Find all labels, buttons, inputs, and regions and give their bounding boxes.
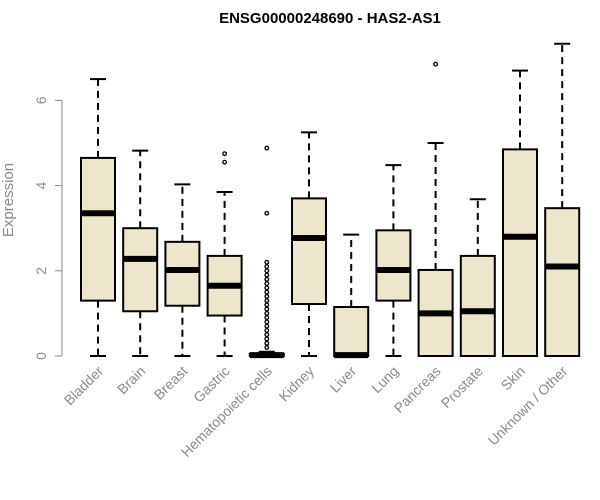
x-tick-label: Prostate xyxy=(438,363,486,411)
box-bladder xyxy=(80,78,116,357)
iqr-box xyxy=(291,197,327,306)
iqr-box xyxy=(80,156,116,302)
outlier-point xyxy=(264,345,270,350)
outlier-point xyxy=(264,268,270,274)
x-tick-label: Breast xyxy=(151,363,191,403)
outlier-point xyxy=(264,259,270,265)
outlier-point xyxy=(222,151,228,157)
iqr-box xyxy=(502,148,538,357)
outlier-point xyxy=(264,306,270,312)
outlier-point xyxy=(264,272,270,278)
x-tick-label: Kidney xyxy=(276,363,318,405)
iqr-box xyxy=(333,306,370,358)
x-tick-label: Skin xyxy=(498,363,529,394)
outlier-point xyxy=(264,281,270,287)
x-tick-label: Unknown / Other xyxy=(485,363,571,449)
x-tick-label: Pancreas xyxy=(391,363,444,416)
outlier-point xyxy=(264,264,270,269)
outlier-point xyxy=(264,332,270,338)
chart-title: ENSG00000248690 - HAS2-AS1 xyxy=(219,10,441,27)
outlier-point xyxy=(264,276,270,282)
outlier-point xyxy=(264,336,270,342)
x-tick-label: Liver xyxy=(327,363,360,396)
box-unknown-other xyxy=(544,42,581,357)
outlier-point xyxy=(264,302,270,308)
box-skin xyxy=(502,69,538,357)
y-axis-label: Expression xyxy=(0,163,17,237)
box-lung xyxy=(375,164,412,357)
box-hematopoietic-cells xyxy=(248,145,285,359)
outlier-point xyxy=(433,61,439,67)
outlier-point xyxy=(264,285,270,291)
outlier-point xyxy=(264,315,270,321)
outlier-point xyxy=(264,289,270,295)
y-tick-label: 2 xyxy=(33,267,49,275)
outlier-point xyxy=(264,319,270,325)
outlier-point xyxy=(264,293,270,299)
outlier-point xyxy=(264,210,270,216)
iqr-box xyxy=(544,207,581,357)
box-kidney xyxy=(291,131,327,357)
x-tick-label: Bladder xyxy=(61,363,107,409)
y-tick-label: 0 xyxy=(33,352,49,360)
outlier-point xyxy=(264,327,270,333)
iqr-box xyxy=(164,240,201,307)
outlier-point xyxy=(264,340,270,346)
box-gastric xyxy=(206,151,243,357)
outlier-point xyxy=(222,159,228,165)
box-brain xyxy=(122,149,159,357)
box-pancreas xyxy=(417,61,454,357)
x-tick-label: Lung xyxy=(368,363,401,396)
box-breast xyxy=(164,183,201,357)
box-prostate xyxy=(459,198,496,357)
y-axis: 0 2 4 6 xyxy=(33,96,63,360)
outlier-point xyxy=(264,145,270,151)
plot-area xyxy=(80,42,581,359)
outlier-point xyxy=(264,323,270,329)
outlier-point xyxy=(264,310,270,316)
x-tick-label: Brain xyxy=(114,363,148,397)
y-tick-label: 6 xyxy=(33,96,49,104)
y-tick-label: 4 xyxy=(33,181,49,189)
iqr-box xyxy=(459,254,496,357)
box-liver xyxy=(333,233,370,359)
iqr-box xyxy=(375,229,412,302)
iqr-box xyxy=(122,227,159,313)
outlier-point xyxy=(264,298,270,304)
